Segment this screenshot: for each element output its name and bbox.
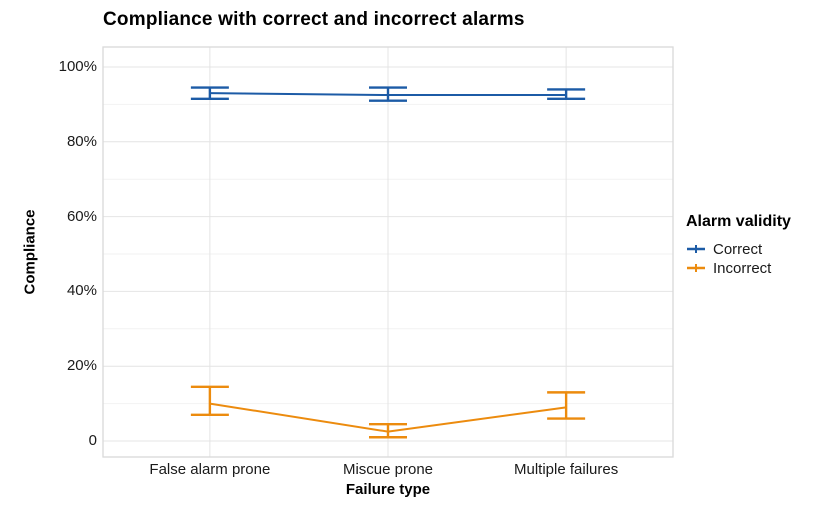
legend: Alarm validity Correct Incorrect — [686, 213, 812, 278]
panel-border — [102, 46, 674, 458]
legend-label: Correct — [713, 240, 763, 258]
y-tick-label: 100% — [58, 58, 97, 75]
y-tick-label: 0 — [88, 432, 97, 449]
legend-item-correct: Correct — [686, 240, 812, 258]
y-tick-label: 20% — [66, 357, 97, 375]
legend-item-incorrect: Incorrect — [686, 259, 812, 277]
legend-key-errorbar-icon — [687, 264, 705, 272]
legend-items: Correct Incorrect — [686, 240, 812, 277]
chart-title: Compliance with correct and incorrect al… — [103, 9, 525, 30]
x-tick-label: Multiple failures — [514, 461, 619, 478]
x-axis-title: Failure type — [345, 481, 431, 498]
legend-key-errorbar-icon — [687, 245, 705, 253]
x-tick-label: Miscue prone — [342, 461, 434, 478]
x-tick-label: False alarm prone — [149, 461, 271, 478]
y-tick-label: 80% — [66, 132, 97, 150]
legend-label: Incorrect — [713, 259, 772, 277]
legend-title: Alarm validity — [686, 213, 791, 230]
y-tick-label: 60% — [66, 207, 97, 225]
y-tick-label: 40% — [66, 282, 97, 300]
